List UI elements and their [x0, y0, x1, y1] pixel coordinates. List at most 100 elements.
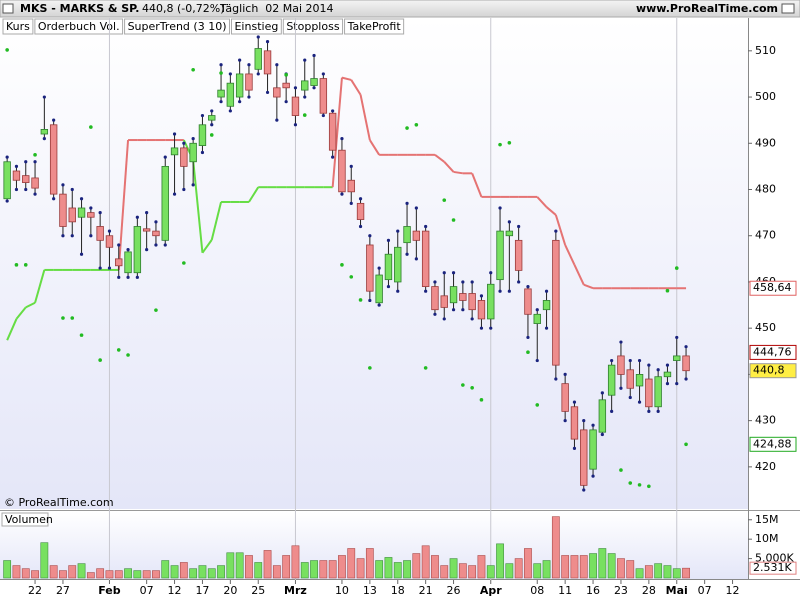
takeprofit-dot: [89, 125, 93, 129]
low-marker: [154, 243, 158, 247]
high-marker: [405, 201, 409, 205]
candle-body: [96, 226, 104, 241]
legend-label: Stopploss: [286, 20, 340, 33]
price-marker-label: 458,64: [753, 281, 792, 294]
takeprofit-dot: [5, 48, 9, 52]
price-marker: [749, 436, 797, 452]
supertrend-segment: [201, 239, 213, 254]
supertrend-segment: [554, 214, 567, 246]
low-marker: [572, 446, 577, 450]
high-marker: [265, 39, 270, 44]
high-marker: [424, 224, 428, 229]
candle-body: [487, 283, 495, 320]
candle-body: [468, 293, 476, 311]
low-marker: [117, 275, 121, 279]
high-marker: [684, 345, 688, 349]
low-marker: [52, 197, 56, 201]
supertrend-segment: [192, 159, 204, 253]
volume-bar: [533, 563, 542, 579]
high-marker: [210, 109, 214, 113]
low-marker: [684, 377, 688, 381]
volume-bar: [142, 570, 151, 579]
volume-bar: [217, 565, 225, 579]
low-marker: [517, 280, 521, 284]
high-marker: [331, 109, 335, 113]
candle-body: [347, 179, 355, 193]
x-tick-label: 12: [168, 584, 182, 597]
volume-bar: [356, 558, 365, 579]
menu-icon[interactable]: [2, 3, 14, 14]
candle-body: [635, 374, 644, 387]
volume-bar: [226, 552, 235, 579]
takeprofit-dot: [98, 358, 102, 362]
takeprofit-dot: [284, 73, 288, 77]
low-marker: [647, 409, 651, 413]
candle-body: [561, 383, 569, 412]
low-marker: [405, 252, 409, 256]
low-marker: [637, 400, 642, 404]
high-marker: [554, 229, 558, 233]
candle-body: [3, 161, 11, 200]
volume-bar: [105, 570, 114, 579]
volume-bar: [77, 563, 86, 579]
volume-bar: [431, 555, 439, 579]
supertrend-segment: [210, 201, 223, 241]
low-marker: [414, 257, 418, 261]
takeprofit-dot: [647, 484, 651, 489]
high-marker: [14, 164, 19, 168]
legend-label: SuperTrend (3 10): [128, 20, 227, 33]
volume-bar: [49, 565, 58, 579]
high-marker: [675, 335, 679, 340]
candle-body: [421, 230, 430, 287]
high-marker: [293, 86, 298, 90]
volume-bar: [338, 555, 346, 579]
low-marker: [42, 137, 46, 141]
volume-bar: [124, 568, 132, 579]
high-marker: [340, 137, 344, 141]
low-marker: [256, 72, 260, 76]
x-tick-label: 25: [251, 584, 265, 597]
volume-bar: [59, 570, 67, 579]
volume-bar: [291, 545, 300, 579]
volume-bar: [598, 548, 607, 579]
takeprofit-dot: [368, 366, 372, 370]
takeprofit-dot: [70, 316, 75, 320]
high-marker: [42, 95, 46, 99]
volume-bar: [300, 562, 309, 579]
high-marker: [79, 197, 84, 201]
candle-body: [161, 165, 169, 241]
high-marker: [117, 243, 121, 247]
candle-body: [133, 226, 142, 274]
volume-bar: [272, 565, 281, 579]
window-icon[interactable]: [781, 3, 795, 14]
takeprofit-dot: [219, 71, 223, 75]
high-marker: [256, 35, 260, 39]
high-marker: [628, 358, 632, 363]
low-marker: [600, 432, 604, 437]
high-marker: [489, 271, 493, 275]
volume-marker-label: 2.531K: [753, 561, 792, 574]
volume-bar: [384, 557, 393, 579]
volume-bar: [179, 562, 188, 579]
supertrend-segment: [453, 170, 463, 175]
x-tick-label: 18: [391, 584, 405, 597]
low-marker: [247, 95, 251, 99]
volume-bar: [468, 565, 477, 579]
high-marker: [386, 238, 391, 242]
high-marker: [433, 280, 437, 284]
takeprofit-dot: [182, 261, 186, 265]
low-marker: [182, 187, 186, 192]
high-marker: [33, 160, 37, 164]
low-marker: [321, 113, 325, 118]
volume-bar: [421, 545, 430, 579]
candle-body: [301, 80, 309, 91]
volume-bar: [542, 560, 551, 579]
takeprofit-dot: [451, 218, 456, 222]
low-marker: [665, 382, 670, 386]
low-marker: [535, 358, 539, 363]
candle-body: [142, 228, 151, 232]
candle-body: [226, 82, 235, 107]
candle-body: [654, 376, 662, 408]
high-marker: [544, 289, 549, 293]
legend-box: [34, 18, 124, 35]
